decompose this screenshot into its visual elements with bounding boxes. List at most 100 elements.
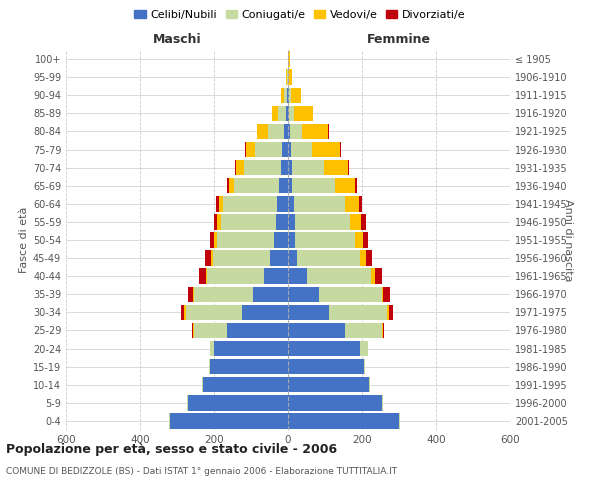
Y-axis label: Anni di nascita: Anni di nascita [563,198,573,281]
Bar [216,196,219,212]
Bar [279,178,288,194]
Bar [288,124,290,139]
Bar [313,142,340,157]
Y-axis label: Fasce di età: Fasce di età [19,207,29,273]
Bar [289,88,290,103]
Bar [290,88,301,103]
Bar [288,142,291,157]
Bar [229,178,235,194]
Bar [246,142,256,157]
Bar [199,268,206,284]
Bar [288,304,329,320]
Bar [281,88,284,103]
Bar [361,214,366,230]
Bar [211,250,213,266]
Bar [288,377,370,392]
Bar [288,214,295,230]
Bar [277,196,288,212]
Bar [217,232,274,248]
Text: COMUNE DI BEDIZZOLE (BS) - Dati ISTAT 1° gennaio 2006 - Elaborazione TUTTITALIA.: COMUNE DI BEDIZZOLE (BS) - Dati ISTAT 1°… [6,468,397,476]
Bar [288,341,360,356]
Bar [302,124,328,139]
Legend: Celibi/Nubili, Coniugati/e, Vedovi/e, Divorziati/e: Celibi/Nubili, Coniugati/e, Vedovi/e, Di… [130,6,470,25]
Text: Maschi: Maschi [152,34,202,46]
Bar [194,323,227,338]
Bar [284,124,288,139]
Bar [297,250,360,266]
Bar [360,250,366,266]
Bar [288,52,290,66]
Bar [292,160,324,176]
Bar [209,232,214,248]
Bar [209,359,210,374]
Bar [364,359,365,374]
Bar [227,323,288,338]
Bar [188,286,193,302]
Bar [256,142,282,157]
Bar [355,178,357,194]
Bar [292,178,335,194]
Bar [324,160,349,176]
Bar [286,70,287,85]
Bar [288,395,382,410]
Bar [291,142,313,157]
Bar [214,341,288,356]
Bar [295,232,355,248]
Bar [187,395,188,410]
Bar [221,214,276,230]
Bar [214,214,217,230]
Bar [399,414,400,428]
Bar [235,178,279,194]
Bar [270,250,288,266]
Bar [383,286,390,302]
Bar [389,304,394,320]
Bar [170,414,288,428]
Bar [214,232,217,248]
Bar [382,323,383,338]
Bar [235,160,236,176]
Bar [184,304,186,320]
Bar [206,268,264,284]
Bar [213,250,270,266]
Bar [245,142,246,157]
Bar [219,196,223,212]
Bar [288,268,307,284]
Bar [382,286,383,302]
Bar [288,178,292,194]
Bar [281,160,288,176]
Bar [288,160,292,176]
Bar [276,214,288,230]
Bar [227,178,229,194]
Bar [293,196,344,212]
Bar [236,160,244,176]
Bar [360,341,368,356]
Bar [382,395,383,410]
Bar [387,304,389,320]
Bar [264,268,288,284]
Bar [288,286,319,302]
Bar [366,250,373,266]
Bar [282,142,288,157]
Bar [350,214,361,230]
Bar [268,124,284,139]
Bar [287,88,288,103]
Bar [192,323,193,338]
Bar [284,88,287,103]
Bar [181,304,184,320]
Bar [335,178,355,194]
Bar [194,286,253,302]
Bar [289,106,293,121]
Bar [288,359,364,374]
Bar [344,196,359,212]
Bar [307,268,371,284]
Bar [319,286,382,302]
Bar [242,304,288,320]
Text: Popolazione per età, sesso e stato civile - 2006: Popolazione per età, sesso e stato civil… [6,442,337,456]
Bar [203,377,288,392]
Bar [328,124,329,139]
Bar [188,395,288,410]
Bar [286,106,288,121]
Bar [193,323,194,338]
Bar [210,359,288,374]
Bar [288,323,346,338]
